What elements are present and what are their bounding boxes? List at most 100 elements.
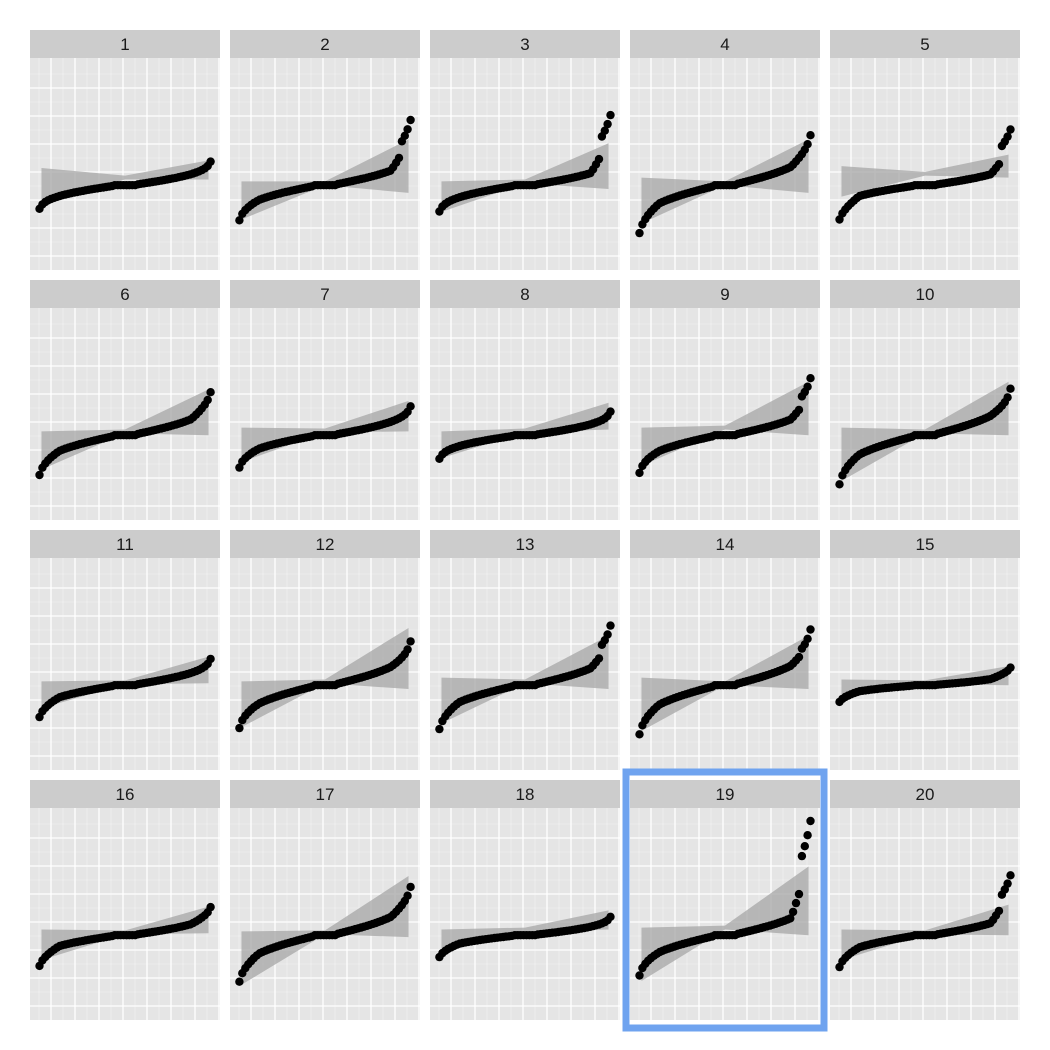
facet-panel-10: 10 <box>830 280 1020 520</box>
strip-label: 12 <box>316 535 335 554</box>
data-point <box>635 468 644 478</box>
data-point <box>994 906 1004 916</box>
facet-panel-1: 1 <box>30 30 220 270</box>
data-point <box>406 402 415 411</box>
strip-background <box>630 530 820 558</box>
data-point <box>400 131 409 140</box>
strip-background <box>630 280 820 308</box>
data-point <box>206 157 215 166</box>
strip-background <box>30 30 220 58</box>
strip-label: 14 <box>716 535 735 554</box>
strip-label: 19 <box>716 785 735 804</box>
facet-panel-7: 7 <box>230 280 420 520</box>
strip-label: 9 <box>720 285 729 304</box>
facet-panel-17: 17 <box>230 780 420 1020</box>
facet-panel-13: 13 <box>430 530 620 770</box>
strip-background <box>830 530 1020 558</box>
strip-background <box>430 780 620 808</box>
data-point <box>403 645 412 654</box>
data-point <box>35 470 44 480</box>
strip-background <box>230 530 420 558</box>
facet-panel-11: 11 <box>30 530 220 770</box>
strip-label: 8 <box>520 285 529 304</box>
strip-background <box>630 780 820 808</box>
facet-panel-15: 15 <box>830 530 1020 770</box>
data-point <box>235 216 244 225</box>
strip-label: 10 <box>916 285 935 304</box>
strip-background <box>430 530 620 558</box>
confidence-band <box>441 635 609 724</box>
strip-label: 5 <box>920 35 929 54</box>
facet-panel-5: 5 <box>830 30 1020 270</box>
data-point <box>406 882 415 892</box>
data-point <box>435 724 444 734</box>
data-point <box>1003 393 1012 402</box>
strip-background <box>830 280 1020 308</box>
data-point <box>594 154 604 164</box>
strip-label: 4 <box>720 35 729 54</box>
data-point <box>835 480 844 489</box>
data-point <box>1006 663 1015 672</box>
strip-label: 20 <box>916 785 935 804</box>
data-point <box>803 634 812 643</box>
data-point <box>206 654 215 664</box>
strip-label: 7 <box>320 285 329 304</box>
data-point <box>794 652 804 662</box>
data-point <box>403 125 412 134</box>
data-point <box>1006 871 1015 880</box>
data-point <box>1003 132 1012 141</box>
facet-panel-6: 6 <box>30 280 220 520</box>
strip-label: 18 <box>516 785 535 804</box>
data-point <box>806 816 815 826</box>
strip-label: 11 <box>116 535 134 554</box>
strip-background <box>30 530 220 558</box>
facet-panel-2: 2 <box>230 30 420 270</box>
confidence-band <box>241 876 409 985</box>
data-point <box>803 382 812 391</box>
data-point <box>635 971 644 980</box>
strip-background <box>230 30 420 58</box>
data-point <box>203 395 212 405</box>
strip-background <box>630 30 820 58</box>
data-point <box>606 912 615 921</box>
data-point <box>606 407 615 416</box>
confidence-band <box>641 866 809 981</box>
data-point <box>797 851 807 861</box>
data-point <box>806 131 815 140</box>
strip-label: 3 <box>520 35 529 54</box>
strip-background <box>230 280 420 308</box>
data-point <box>803 831 812 840</box>
confidence-band <box>241 139 409 220</box>
data-point <box>235 723 244 733</box>
strip-label: 16 <box>116 785 135 804</box>
strip-label: 2 <box>320 35 329 54</box>
strip-label: 17 <box>316 785 335 804</box>
facet-panel-8: 8 <box>430 280 620 520</box>
data-point <box>1006 384 1015 393</box>
strip-background <box>230 780 420 808</box>
highlight-box <box>622 768 828 1032</box>
strip-label: 13 <box>516 535 535 554</box>
data-point <box>606 621 615 630</box>
data-point <box>635 730 644 739</box>
strip-label: 6 <box>120 285 129 304</box>
strip-label: 15 <box>916 535 935 554</box>
data-point <box>800 842 809 851</box>
data-point <box>786 914 795 923</box>
data-point <box>406 637 415 646</box>
strip-background <box>830 30 1020 58</box>
data-point <box>994 160 1004 169</box>
data-point <box>791 898 801 908</box>
data-point <box>603 630 612 639</box>
facet-panel-18: 18 <box>430 780 620 1020</box>
strip-label: 1 <box>120 35 129 54</box>
strip-background <box>830 780 1020 808</box>
facet-panel-19: 19 <box>630 780 820 1020</box>
data-point <box>235 977 244 986</box>
data-point <box>1006 125 1015 134</box>
data-point <box>206 902 215 912</box>
strip-background <box>30 780 220 808</box>
facet-panel-20: 20 <box>830 780 1020 1020</box>
data-point <box>600 126 609 135</box>
strip-background <box>430 280 620 308</box>
